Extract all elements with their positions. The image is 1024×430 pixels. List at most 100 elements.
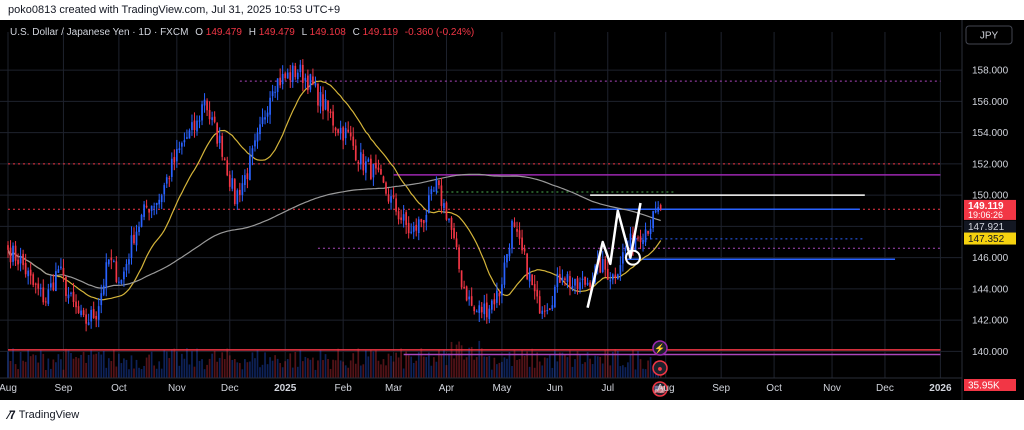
x-tick-label: Jul: [601, 383, 614, 394]
candle-body: [332, 111, 334, 126]
candle-body: [526, 253, 528, 280]
volume-bar: [407, 355, 410, 378]
candle-body: [364, 161, 367, 173]
volume-bar: [450, 341, 453, 378]
price-chart[interactable]: ⚡ ● 🇺🇸 U.S. Dollar / Japanese Yen · 1D · F…: [0, 20, 1024, 400]
volume-bar: [569, 350, 571, 378]
volume-bar: [299, 350, 302, 378]
candle-body: [52, 282, 55, 291]
lightning-icon[interactable]: ⚡: [652, 340, 668, 356]
volume-bar: [307, 358, 309, 378]
y-tick-label: 146.000: [972, 253, 1009, 264]
candle-body: [513, 222, 516, 227]
candle-body: [458, 247, 460, 269]
candle-body: [448, 218, 450, 221]
y-tick-label: 154.000: [972, 128, 1009, 139]
volume-bar: [589, 358, 591, 378]
candle-body: [284, 73, 287, 79]
candle-body: [29, 269, 32, 276]
volume-bar: [546, 358, 549, 378]
candle-body: [183, 140, 186, 143]
volume-bar: [155, 368, 158, 378]
event-circle-icon[interactable]: ●: [652, 360, 668, 376]
volume-bar: [105, 367, 108, 378]
candle-body: [407, 222, 410, 234]
horizontal-levels: [8, 80, 941, 356]
us-flag-icon[interactable]: 🇺🇸: [652, 381, 668, 397]
volume-bar: [485, 356, 488, 378]
candle-body: [581, 278, 584, 281]
volume-bar: [440, 354, 443, 378]
candle-body: [397, 211, 400, 220]
candle-body: [412, 226, 415, 232]
candle-body: [488, 308, 491, 319]
candle-body: [644, 229, 647, 243]
volume-bar: [223, 359, 226, 378]
candle-body: [301, 64, 304, 83]
volume-bar: [251, 352, 254, 378]
candle-body: [455, 238, 458, 248]
candle-body: [120, 279, 123, 284]
candle-body: [354, 145, 357, 161]
candle-body: [67, 294, 70, 299]
event-icons[interactable]: ⚡ ● 🇺🇸: [652, 340, 668, 397]
moving-average-line: [7, 173, 661, 289]
candle-body: [34, 283, 37, 285]
candle-body: [246, 173, 249, 180]
volume-bar: [435, 361, 438, 378]
candle-body: [198, 120, 201, 122]
volume-bar: [634, 369, 637, 378]
x-tick-label: Aug: [0, 383, 17, 394]
candle-body: [344, 128, 347, 139]
volume-bar: [42, 353, 45, 378]
volume-bar: [425, 356, 428, 378]
drawings[interactable]: [586, 202, 642, 308]
candle-body: [236, 190, 239, 205]
volume-bar: [17, 369, 19, 378]
volume-bar: [191, 351, 193, 378]
candle-body: [90, 309, 93, 322]
currency-button-frame[interactable]: [965, 25, 1013, 45]
currency-label[interactable]: JPY: [980, 31, 999, 42]
volume-bar: [284, 361, 287, 378]
volume-bars: [7, 340, 662, 378]
price-chart-svg[interactable]: ⚡ ● 🇺🇸 U.S. Dollar / Japanese Yen · 1D · F…: [0, 20, 1024, 400]
volume-bar: [170, 349, 173, 378]
candle-body: [659, 205, 662, 209]
volume-bar: [150, 351, 153, 378]
candle-body: [158, 199, 161, 205]
candle-body: [370, 158, 372, 179]
volume-bar: [606, 348, 609, 378]
candle-body: [175, 149, 178, 162]
volume-bar: [458, 341, 460, 378]
volume-bar: [501, 361, 503, 378]
candle-body: [304, 77, 307, 81]
volume-bar: [334, 360, 337, 378]
candle-body: [193, 120, 196, 131]
candle-body: [181, 143, 183, 147]
candle-body: [377, 167, 380, 170]
candle-body: [531, 274, 534, 285]
volume-bar: [304, 356, 307, 378]
candle-body: [604, 259, 607, 270]
volume-bar: [301, 361, 304, 378]
currency-button[interactable]: JPY: [965, 25, 1013, 45]
volume-bar: [370, 349, 372, 378]
volume-bar: [445, 365, 448, 378]
candle-body: [75, 301, 77, 308]
volume-bar: [47, 358, 50, 378]
volume-bar: [649, 357, 652, 378]
volume-bar: [377, 360, 380, 378]
candle-body: [271, 91, 274, 97]
volume-bar: [490, 369, 493, 378]
volume-bar: [564, 354, 566, 378]
candle-body: [372, 163, 375, 178]
volume-bar: [375, 350, 377, 378]
candle-body: [503, 262, 506, 285]
candle-body: [385, 182, 387, 194]
candle-body: [150, 205, 153, 211]
axes[interactable]: 158.000156.000154.000152.000150.000148.0…: [0, 20, 1009, 400]
last-price-countdown: 19:06:26: [968, 210, 1003, 220]
volume-bar: [322, 360, 324, 378]
